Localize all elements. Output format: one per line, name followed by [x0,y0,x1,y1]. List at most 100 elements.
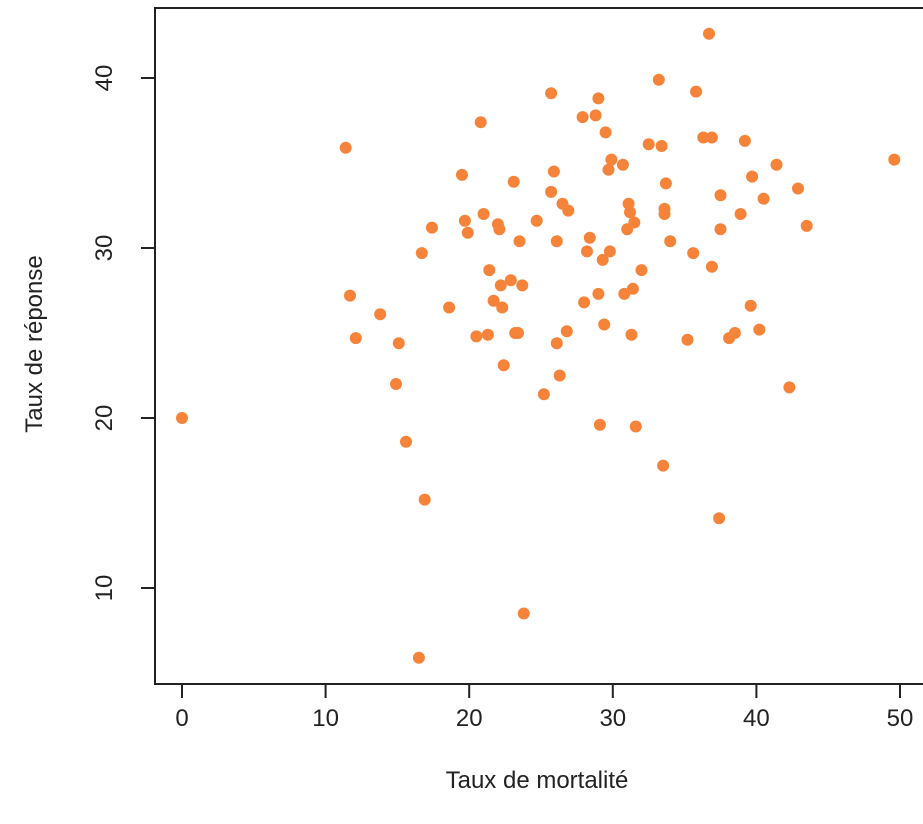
data-point-95 [770,158,783,171]
data-point-54 [598,318,611,331]
data-point-43 [560,325,573,338]
data-point-91 [744,299,757,312]
data-point-45 [576,111,589,124]
data-point-64 [625,328,638,341]
plot-area-box [154,7,923,685]
data-point-47 [581,245,593,258]
data-point-77 [681,333,694,346]
data-point-97 [792,182,804,195]
data-point-17 [474,116,487,129]
data-point-63 [624,206,636,219]
data-point-67 [629,420,642,433]
data-point-30 [512,327,524,339]
data-point-36 [545,87,558,100]
data-point-69 [642,138,655,151]
x-tick-label: 50 [887,705,914,732]
data-point-15 [461,226,474,239]
data-point-94 [757,192,770,205]
data-point-1 [339,141,352,154]
data-point-51 [592,287,605,300]
y-tick-label: 20 [91,405,118,432]
data-point-65 [626,282,639,295]
data-point-78 [687,247,700,260]
data-point-76 [664,235,677,248]
data-point-74 [658,208,671,220]
data-point-83 [705,260,718,273]
data-point-56 [602,163,615,176]
data-point-7 [400,435,412,448]
x-axis-title: Taux de mortalité [446,767,629,794]
data-point-90 [738,134,751,147]
data-point-88 [728,327,741,339]
x-tick-label: 0 [175,705,188,732]
data-point-66 [628,216,641,229]
data-point-92 [746,170,759,183]
x-tick-label: 10 [312,705,339,732]
data-point-89 [734,208,747,220]
data-point-11 [425,221,438,234]
y-axis: 10 20 30 40 [91,65,156,601]
data-point-19 [481,328,494,341]
data-point-96 [783,381,796,394]
data-point-46 [578,296,591,309]
data-point-98 [800,219,813,232]
data-point-41 [553,369,566,382]
data-point-84 [713,512,726,525]
data-point-53 [596,253,609,266]
data-point-80 [697,131,710,144]
data-point-24 [494,279,507,292]
x-axis: 0 10 20 30 40 50 [175,683,914,732]
data-point-32 [516,279,529,292]
data-point-39 [550,337,563,350]
data-point-0 [176,412,188,424]
data-point-49 [589,109,602,122]
data-point-40 [550,235,563,248]
data-point-27 [504,274,517,287]
data-point-33 [517,607,530,620]
data-point-57 [603,245,616,258]
data-point-26 [497,359,510,372]
data-points [176,27,901,664]
x-tick-label: 20 [456,705,483,732]
y-tick-label: 40 [91,65,118,92]
data-point-93 [753,323,766,336]
data-point-79 [690,85,703,98]
data-point-23 [493,223,506,236]
data-point-13 [456,168,468,181]
data-point-52 [593,418,606,431]
x-tick-label: 40 [743,705,770,732]
data-point-10 [418,493,431,506]
data-point-72 [657,459,670,472]
data-point-99 [888,153,901,166]
data-point-86 [714,223,727,236]
data-point-4 [374,308,387,321]
data-point-44 [562,204,575,217]
data-point-21 [487,294,500,307]
data-point-50 [592,92,605,105]
data-point-31 [513,235,526,248]
data-point-68 [635,264,648,277]
data-point-3 [349,332,362,345]
data-point-35 [537,388,550,401]
data-point-25 [496,301,509,314]
data-point-8 [412,651,425,664]
data-point-14 [458,214,471,227]
data-point-28 [507,175,520,188]
data-point-71 [655,140,668,152]
data-point-82 [705,131,718,144]
data-point-6 [392,337,405,350]
data-point-5 [390,378,402,390]
data-point-75 [659,177,672,190]
data-point-12 [443,301,456,314]
data-point-16 [470,330,483,343]
data-point-37 [545,185,558,198]
data-point-58 [605,153,618,166]
data-point-70 [652,73,665,86]
data-point-48 [583,231,596,244]
data-point-20 [483,264,496,277]
data-point-85 [714,189,727,202]
data-point-18 [477,208,490,220]
data-point-2 [344,289,356,302]
data-point-38 [547,165,560,178]
